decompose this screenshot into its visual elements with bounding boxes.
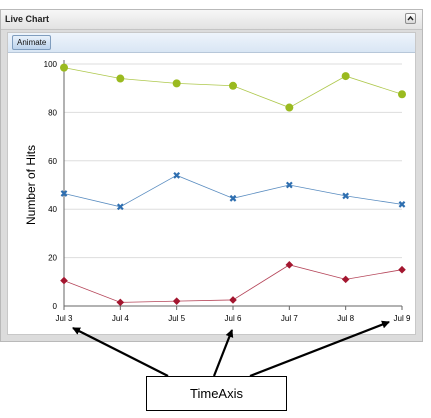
panel-header: Live Chart [1,10,422,30]
data-point [60,190,68,197]
data-point [285,103,294,112]
data-point [285,261,294,269]
panel-title: Live Chart [5,14,50,24]
x-tick-label: Jul 5 [168,314,185,323]
data-point [229,194,237,202]
data-point [116,74,125,83]
data-point [398,200,406,208]
y-axis-title: Number of Hits [24,145,38,225]
collapse-button[interactable] [405,13,416,24]
x-tick-label: Jul 6 [225,314,242,323]
data-point [285,181,293,189]
data-point [229,81,237,90]
chart-toolbar: Animate [8,33,415,53]
chevron-up-icon [407,15,414,21]
animate-button[interactable]: Animate [12,35,52,50]
y-tick-label: 40 [48,205,57,214]
data-point [342,192,350,200]
data-point [229,296,237,304]
x-tick-label: Jul 9 [394,314,411,323]
x-tick-label: Jul 4 [112,314,129,323]
data-point [341,275,350,284]
data-point [398,90,406,99]
callout-arrow [72,327,169,377]
data-point [172,297,181,305]
time-axis-callout: TimeAxis [146,376,287,411]
y-tick-label: 20 [48,254,57,263]
callout-arrow [212,329,234,377]
series-line [63,174,403,208]
data-point [116,298,125,307]
data-point [341,72,350,81]
callout-arrow [249,320,390,378]
y-tick-label: 100 [44,60,58,69]
x-tick-label: Jul 7 [281,314,298,323]
data-point [60,63,68,72]
y-tick-label: 60 [48,157,57,166]
data-point [173,171,181,179]
x-tick-label: Jul 3 [56,314,73,323]
data-point [116,203,124,211]
y-tick-label: 80 [48,108,57,117]
data-point [60,276,68,285]
x-tick-label: Jul 8 [337,314,354,323]
data-point [172,79,181,88]
y-tick-label: 0 [53,302,58,311]
data-point [398,265,406,274]
